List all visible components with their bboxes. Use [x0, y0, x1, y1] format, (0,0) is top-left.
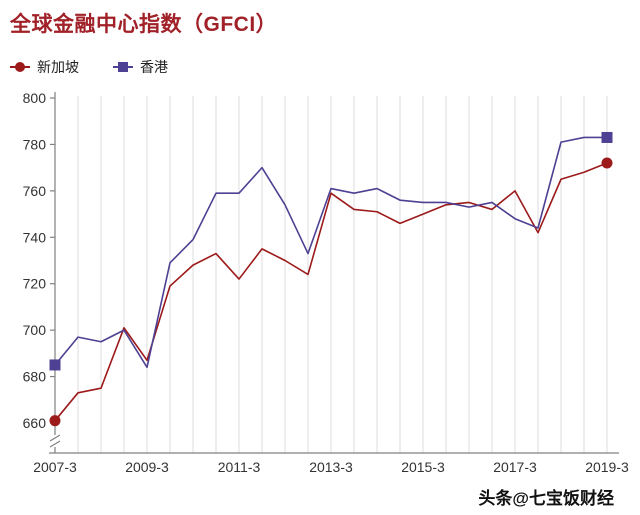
singapore-circle-marker-icon [10, 61, 30, 73]
page-title: 全球金融中心指数（GFCI） [10, 13, 278, 36]
svg-text:2011-3: 2011-3 [218, 459, 261, 475]
y-axis-labels: 660 680 700 720 740 760 780 800 [23, 90, 55, 431]
svg-text:760: 760 [23, 183, 47, 199]
svg-text:740: 740 [23, 229, 47, 245]
svg-text:2019-3: 2019-3 [585, 459, 629, 475]
svg-text:720: 720 [23, 276, 47, 292]
hongkong-square-marker-icon [113, 61, 133, 73]
svg-text:700: 700 [23, 322, 47, 338]
svg-text:2007-3: 2007-3 [33, 459, 77, 475]
svg-text:2017-3: 2017-3 [493, 459, 537, 475]
x-axis-labels: 2007-3 2009-3 2011-3 2013-3 2015-3 2017-3 2019… [33, 459, 629, 475]
axes [49, 92, 619, 454]
series-新加坡 [49, 157, 613, 427]
hongkong-legend-dot [118, 62, 128, 72]
chart-legend: 新加坡 香港 [10, 57, 168, 77]
svg-text:660: 660 [23, 415, 47, 431]
gridlines [54, 96, 608, 453]
svg-text:680: 680 [23, 369, 47, 385]
watermark: 头条@七宝饭财经 [478, 489, 614, 508]
svg-text:2015-3: 2015-3 [401, 459, 445, 475]
legend-item-singapore: 新加坡 [10, 57, 79, 77]
singapore-legend-dot [15, 62, 25, 72]
svg-text:780: 780 [23, 136, 47, 152]
svg-text:2013-3: 2013-3 [309, 459, 353, 475]
legend-item-hongkong: 香港 [113, 57, 168, 77]
svg-text:2009-3: 2009-3 [125, 459, 169, 475]
svg-text:800: 800 [23, 90, 47, 106]
legend-label-singapore: 新加坡 [37, 59, 79, 75]
line-chart: 660 680 700 720 740 760 780 800 2007-3 2009-3 2011… [23, 90, 629, 475]
series-香港 [49, 131, 613, 371]
legend-label-hongkong: 香港 [140, 59, 168, 75]
